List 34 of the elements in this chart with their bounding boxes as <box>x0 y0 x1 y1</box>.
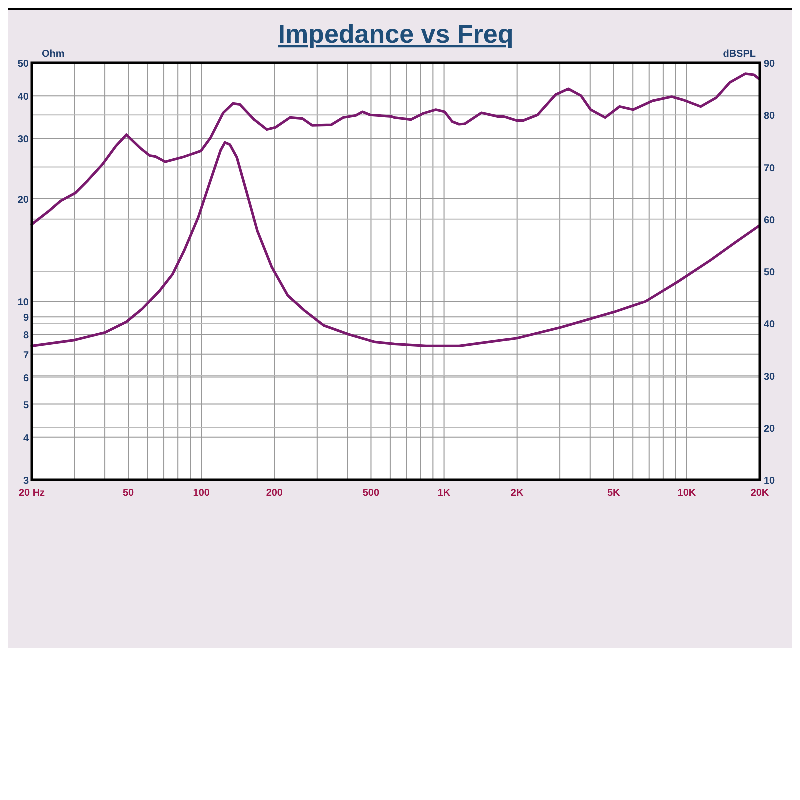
y-tick-label: 40 <box>18 92 30 104</box>
y-axis-title: Ohm <box>42 49 65 60</box>
y-tick-label: 50 <box>18 59 30 70</box>
y2-tick-label: 40 <box>764 320 776 331</box>
y2-tick-label: 60 <box>764 215 776 226</box>
y2-tick-label: 70 <box>764 163 776 174</box>
y2-tick-label: 30 <box>764 372 776 383</box>
x-tick-label: 2K <box>510 488 524 499</box>
y2-tick-label: 90 <box>764 59 776 70</box>
y-tick-label: 3 <box>23 476 30 487</box>
x-tick-label: 50 <box>123 488 135 499</box>
x-tick-label: 20K <box>750 488 770 499</box>
x-tick-label: 5K <box>608 488 622 499</box>
y-tick-label: 4 <box>23 433 30 444</box>
y2-tick-label: 20 <box>764 424 776 435</box>
x-tick-label: 100 <box>193 488 210 499</box>
y-tick-label: 7 <box>23 350 30 362</box>
chart-title: Impedance vs Freq <box>278 19 514 49</box>
x-tick-label: 20 Hz <box>18 488 46 499</box>
y-tick-label: 30 <box>18 134 30 146</box>
y2-tick-label: 80 <box>764 111 776 122</box>
y2-axis-title: dBSPL <box>723 49 756 60</box>
x-tick-label: 200 <box>266 488 284 499</box>
y-tick-label: 20 <box>18 194 30 206</box>
y-tick-label: 10 <box>18 298 30 309</box>
x-tick-label: 500 <box>362 488 380 499</box>
y2-tick-label: 10 <box>764 476 776 487</box>
y-tick-label: 5 <box>23 400 30 412</box>
x-tick-label: 1K <box>438 488 452 499</box>
y2-tick-label: 50 <box>764 268 776 278</box>
y-tick-label: 8 <box>23 330 30 342</box>
x-tick-label: 10K <box>678 488 697 499</box>
y-tick-label: 6 <box>23 373 30 384</box>
y-tick-label: 9 <box>23 313 30 324</box>
